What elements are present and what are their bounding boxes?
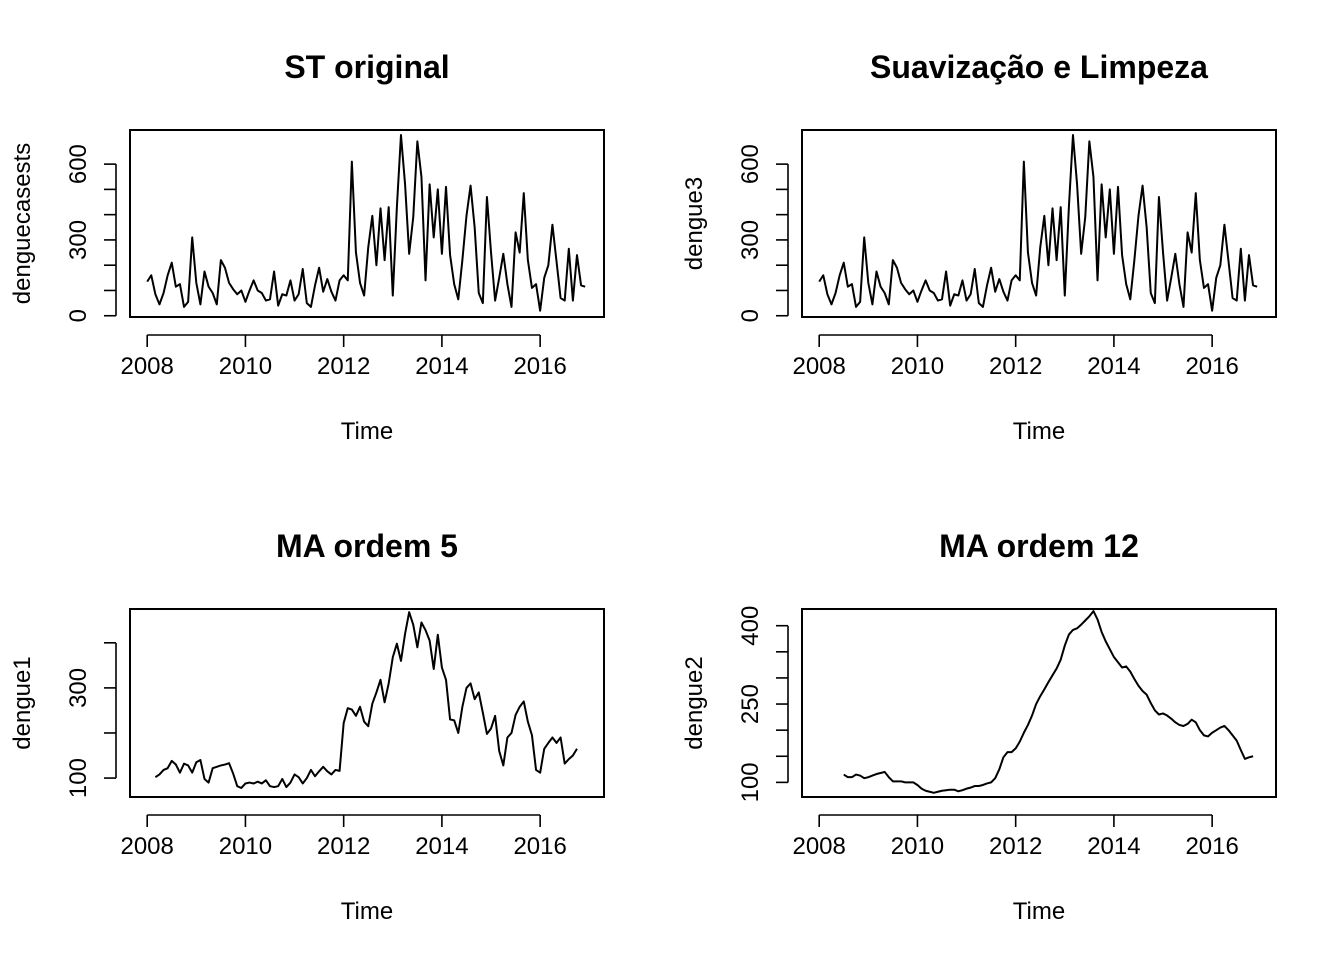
x-tick-label: 2010: [219, 833, 272, 860]
x-tick-label: 2012: [317, 353, 370, 380]
y-tick-label: 0: [737, 309, 764, 322]
x-tick-label: 2010: [891, 353, 944, 380]
series-line: [154, 611, 578, 789]
x-tick-label: 2010: [219, 353, 272, 380]
x-tick-label: 2008: [792, 353, 845, 380]
y-axis-label: dengue2: [681, 656, 708, 749]
x-tick-label: 2012: [989, 353, 1042, 380]
y-tick-label: 300: [65, 668, 92, 708]
y-axis-label: denguecasests: [9, 143, 36, 304]
x-tick-label: 2010: [891, 833, 944, 860]
x-tick-label: 2012: [317, 833, 370, 860]
panel-3: MA ordem 5 2008 2010 2012 2014 2016 Time 100 300…: [9, 528, 605, 925]
series-line: [843, 610, 1254, 794]
panel-1: ST original 2008 2010 2012 2014 2016 Time 0 300 6…: [9, 49, 605, 445]
y-tick-label: 0: [65, 309, 92, 322]
x-tick-label: 2016: [1185, 833, 1238, 860]
x-tick-label: 2008: [120, 353, 173, 380]
x-tick-label: 2014: [1087, 833, 1140, 860]
y-tick-label: 100: [737, 762, 764, 802]
x-axis-label: Time: [341, 418, 393, 445]
x-tick-label: 2016: [513, 833, 566, 860]
x-tick-label: 2016: [513, 353, 566, 380]
plot-frame: [129, 608, 605, 798]
x-tick-label: 2008: [792, 833, 845, 860]
x-tick-label: 2016: [1185, 353, 1238, 380]
chart-title: MA ordem 12: [939, 528, 1139, 564]
plot-frame: [129, 129, 605, 318]
y-tick-label: 300: [737, 220, 764, 260]
x-tick-label: 2014: [1087, 353, 1140, 380]
y-axis-label: dengue3: [681, 177, 708, 270]
x-tick-label: 2014: [415, 353, 468, 380]
y-tick-label: 100: [65, 758, 92, 798]
x-axis-label: Time: [1013, 418, 1065, 445]
chart-title: Suavização e Limpeza: [870, 49, 1208, 85]
series-line: [146, 134, 586, 312]
x-axis-label: Time: [341, 898, 393, 925]
chart-title: ST original: [284, 49, 449, 85]
y-tick-label: 600: [737, 144, 764, 184]
x-axis-label: Time: [1013, 898, 1065, 925]
x-tick-label: 2008: [120, 833, 173, 860]
x-tick-label: 2012: [989, 833, 1042, 860]
plot-frame: [801, 608, 1277, 798]
y-axis-label: dengue1: [9, 656, 36, 749]
y-tick-label: 600: [65, 144, 92, 184]
y-tick-label: 300: [65, 220, 92, 260]
plot-frame: [801, 129, 1277, 318]
x-tick-label: 2014: [415, 833, 468, 860]
chart-title: MA ordem 5: [276, 528, 458, 564]
series-line: [818, 134, 1258, 312]
y-tick-label: 250: [737, 684, 764, 724]
panel-4: MA ordem 12 2008 2010 2012 2014 2016 Time 100 25…: [681, 528, 1277, 925]
panel-2: Suavização e Limpeza 2008 2010 2012 2014 2016…: [681, 49, 1277, 445]
y-tick-label: 400: [737, 606, 764, 646]
